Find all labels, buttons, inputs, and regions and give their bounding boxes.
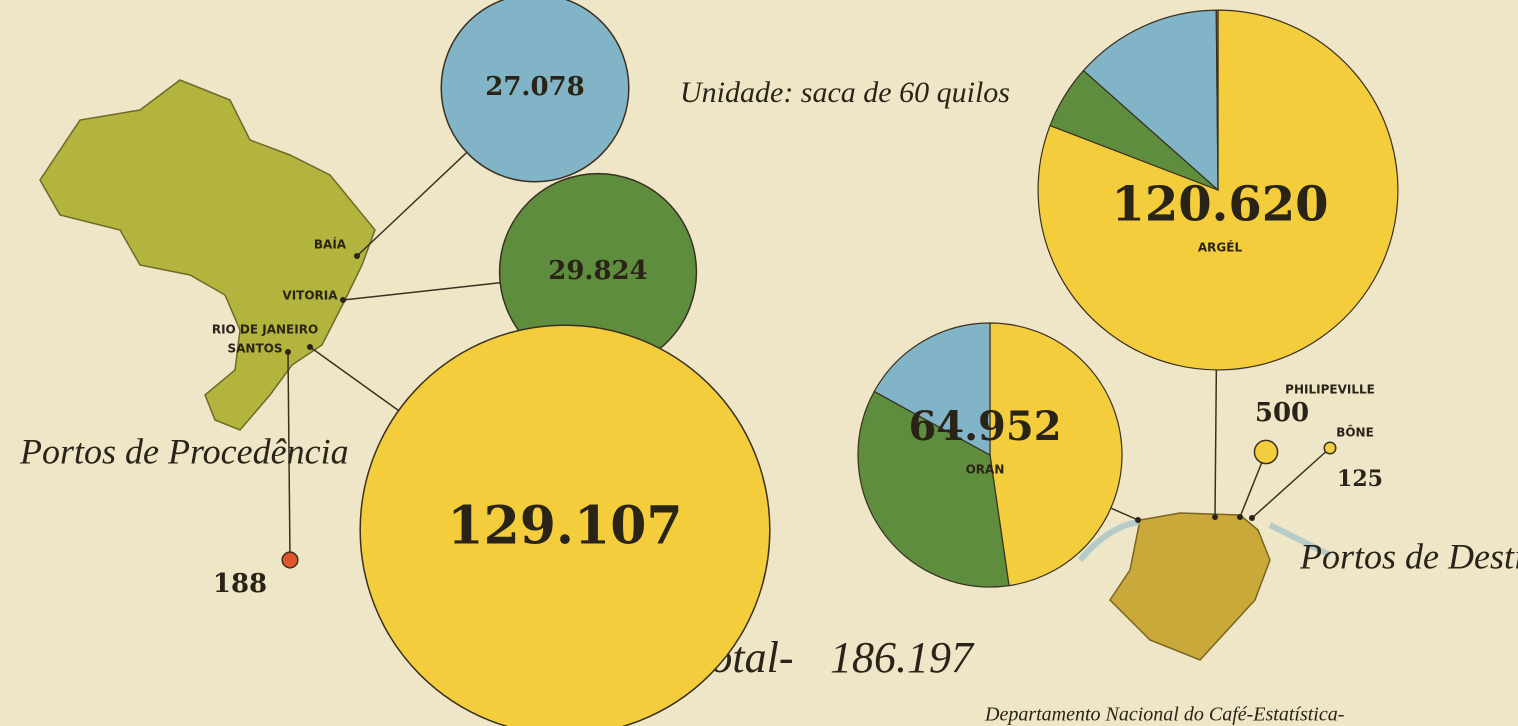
brazil-map <box>39 79 376 431</box>
bubble <box>359 324 771 726</box>
port-name: PHILIPEVILLE <box>1285 383 1375 397</box>
total-value: 186.197 <box>830 633 975 682</box>
bubble <box>1323 441 1337 455</box>
port-name: RIO DE JANEIRO <box>212 323 318 337</box>
port-name: BAÍA <box>314 237 347 252</box>
port-dot <box>354 253 360 259</box>
pie-slice <box>1082 9 1219 192</box>
port-dot <box>1249 515 1255 521</box>
port-dot <box>340 297 346 303</box>
port-value: 500 <box>1255 398 1309 428</box>
connector <box>287 351 291 561</box>
port-name: BÔNE <box>1336 425 1374 440</box>
pie-slice <box>989 322 1123 587</box>
algeria-map <box>1109 512 1271 661</box>
port-name: VITORIA <box>282 289 338 303</box>
pie-slice <box>873 322 991 457</box>
port-dot <box>307 344 313 350</box>
port-value: 64.952 <box>908 403 1061 450</box>
destination-title: Portos de Destino <box>1299 536 1518 576</box>
source-note: Departamento Nacional do Café-Estatístic… <box>984 704 1344 726</box>
port-name: ORAN <box>966 463 1005 477</box>
bubble <box>1253 439 1279 465</box>
port-dot <box>1237 514 1243 520</box>
port-name: ARGÉL <box>1198 240 1243 255</box>
origin-title: Portos de Procedência <box>19 431 349 471</box>
bubble-value: 27.078 <box>485 72 585 102</box>
unit-note: Unidade: saca de 60 quilos <box>680 76 1010 109</box>
pie-slice <box>857 390 1010 588</box>
port-dot <box>1135 517 1141 523</box>
port-dot <box>285 349 291 355</box>
port-value: 125 <box>1337 466 1383 492</box>
connector <box>1251 447 1331 519</box>
bubble <box>440 0 630 183</box>
port-dot <box>1212 514 1218 520</box>
port-value: 120.620 <box>1111 177 1328 233</box>
pie-slice <box>1215 9 1219 191</box>
coast-shade <box>1077 519 1332 562</box>
port-name: SANTOS <box>227 342 282 356</box>
pie-slice <box>1037 9 1399 371</box>
bubble-value: 188 <box>213 569 267 599</box>
bubble <box>281 551 299 569</box>
bubble-value: 29.824 <box>548 256 648 286</box>
bubble-value: 129.107 <box>447 496 682 557</box>
